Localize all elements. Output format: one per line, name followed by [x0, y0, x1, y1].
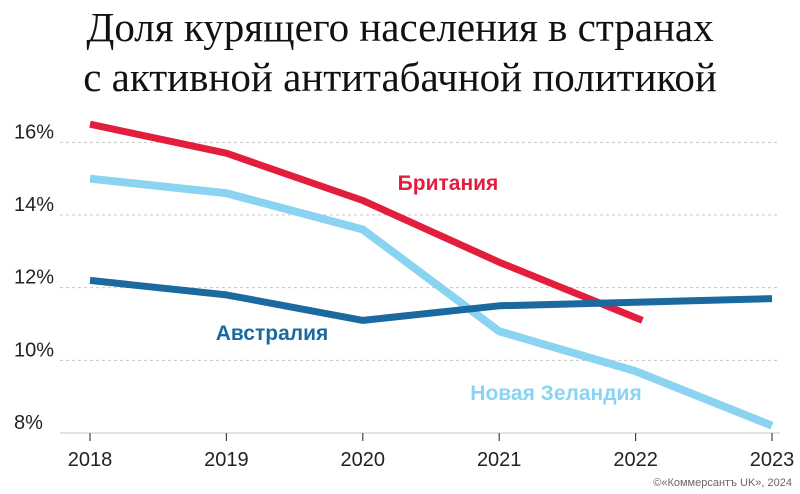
y-tick-label: 14%: [14, 194, 54, 216]
chart-title-line-2: с активной антитабачной политикой: [83, 54, 717, 100]
x-tick-label: 2019: [204, 449, 249, 471]
x-tick-label: 2022: [613, 449, 658, 471]
series-line-3: [89, 276, 773, 324]
series-line-2: [89, 174, 774, 430]
credit-text: ©«Коммерсантъ UK», 2024: [653, 477, 792, 489]
x-tick-label: 2018: [68, 449, 113, 471]
chart-title: Доля курящего населения в странах с акти…: [0, 2, 800, 102]
y-tick-label: 12%: [14, 267, 54, 289]
series-label-2: Новая Зеландия: [470, 382, 641, 405]
x-tick-label: 2020: [341, 449, 386, 471]
series-label-1: Британия: [398, 172, 499, 195]
y-tick-label: 10%: [14, 339, 54, 361]
series-line-1: [89, 120, 644, 324]
y-tick-label: 16%: [14, 121, 54, 143]
x-tick-label: 2023: [750, 449, 795, 471]
x-tick-label: 2021: [477, 449, 522, 471]
chart-title-line-1: Доля курящего населения в странах: [86, 4, 714, 50]
series-label-3: Австралия: [216, 322, 329, 345]
y-tick-label: 8%: [14, 412, 43, 434]
